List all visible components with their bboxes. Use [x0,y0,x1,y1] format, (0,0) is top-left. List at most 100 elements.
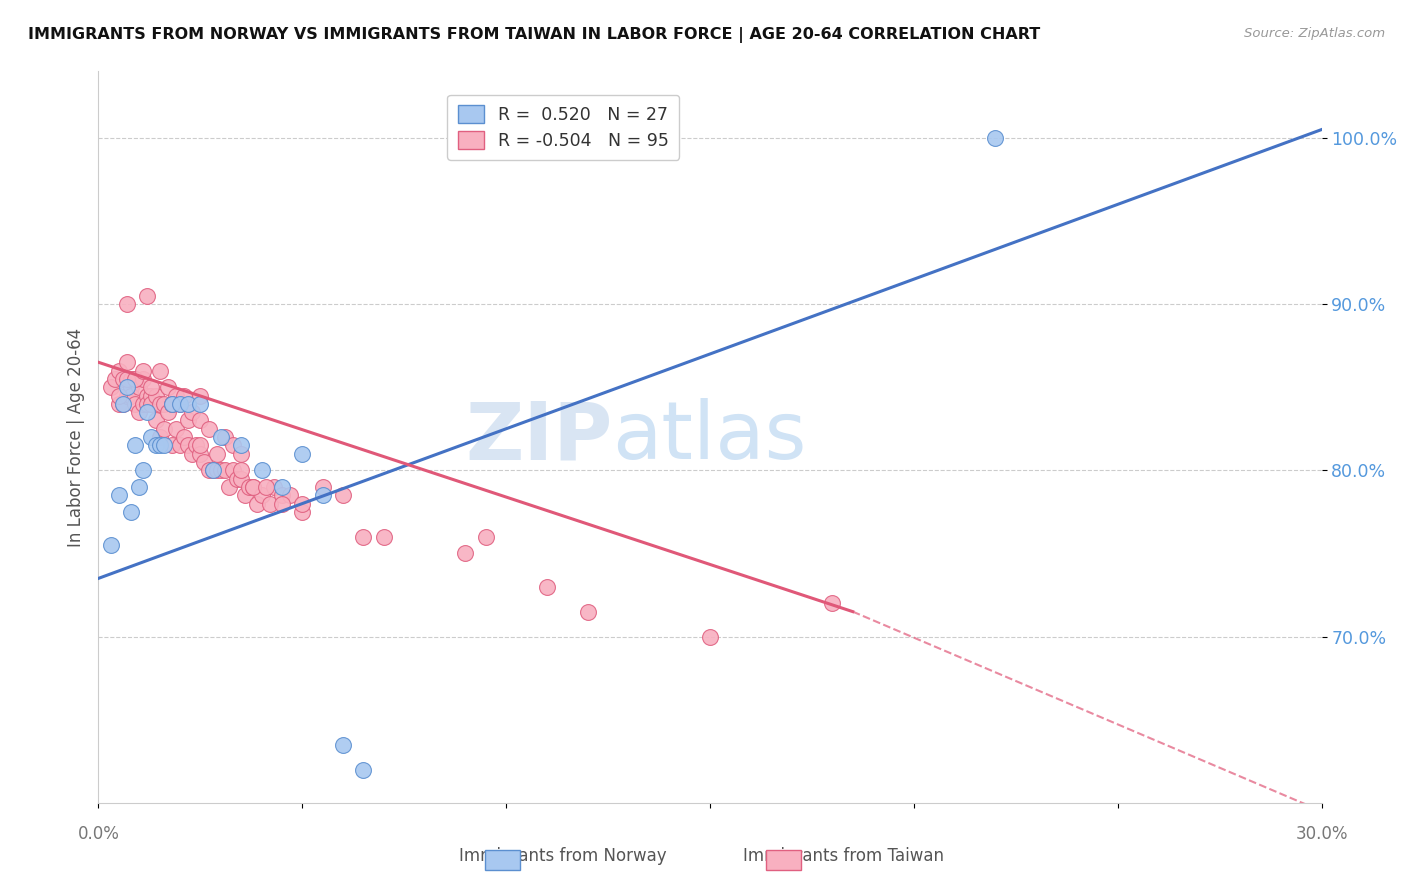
Point [165,388,187,402]
Point [108,363,131,377]
Legend: R =  0.520   N = 27, R = -0.504   N = 95: R = 0.520 N = 27, R = -0.504 N = 95 [447,95,679,160]
Point [141,430,163,444]
Point [263,480,285,494]
Point [149,430,172,444]
Point [177,413,200,427]
Point [250,463,273,477]
Point [124,372,146,386]
Text: 30.0%: 30.0% [1295,825,1348,843]
Point [233,488,256,502]
Point [115,388,138,402]
Point [160,397,183,411]
Point [188,388,212,402]
Point [124,372,146,386]
Point [156,380,179,394]
Point [270,480,294,494]
Point [111,397,134,411]
Point [141,388,163,402]
Point [111,372,134,386]
Point [291,505,314,519]
Point [132,363,155,377]
Point [291,497,314,511]
Point [222,463,245,477]
Point [181,405,204,419]
Point [104,372,127,386]
Point [169,438,191,452]
Point [226,472,249,486]
Point [332,488,354,502]
Point [270,488,294,502]
Point [177,397,200,411]
Point [214,463,236,477]
Point [242,480,264,494]
Point [169,397,191,411]
Point [152,397,174,411]
Point [100,538,122,552]
Text: ZIP: ZIP [465,398,612,476]
Point [209,463,232,477]
Point [188,397,212,411]
Point [124,438,146,452]
Point [115,380,138,394]
Point [128,380,150,394]
Text: Immigrants from Taiwan: Immigrants from Taiwan [744,847,943,865]
Point [821,596,844,610]
Point [136,388,159,402]
Point [115,372,138,386]
Y-axis label: In Labor Force | Age 20-64: In Labor Force | Age 20-64 [66,327,84,547]
Point [188,447,212,461]
Point [373,530,395,544]
Point [149,397,172,411]
Point [108,397,131,411]
Point [145,438,167,452]
Point [152,438,174,452]
Point [173,388,195,402]
Point [231,447,253,461]
Text: atlas: atlas [612,398,807,476]
Point [136,397,159,411]
Point [312,488,335,502]
Point [188,413,212,427]
Point [250,488,273,502]
Point [474,530,498,544]
Point [160,438,183,452]
Point [141,397,163,411]
Point [984,131,1007,145]
Point [312,480,335,494]
Point [222,438,245,452]
Point [218,480,240,494]
Point [197,463,219,477]
Point [177,438,200,452]
Point [188,438,212,452]
Point [205,463,228,477]
Point [197,422,219,436]
Point [699,630,721,644]
Point [128,405,150,419]
Point [270,497,294,511]
Point [332,738,354,752]
Point [100,380,122,394]
Point [352,763,374,777]
Point [576,605,599,619]
Point [165,422,187,436]
Point [115,297,138,311]
Point [160,397,183,411]
Point [214,430,236,444]
Point [156,405,179,419]
Point [242,480,264,494]
Point [291,447,314,461]
Text: Source: ZipAtlas.com: Source: ZipAtlas.com [1244,27,1385,40]
Point [115,355,138,369]
Point [238,480,260,494]
Point [128,480,150,494]
Point [152,422,174,436]
Point [186,438,208,452]
Point [132,372,155,386]
Point [201,463,224,477]
Point [120,372,142,386]
Text: IMMIGRANTS FROM NORWAY VS IMMIGRANTS FROM TAIWAN IN LABOR FORCE | AGE 20-64 CORR: IMMIGRANTS FROM NORWAY VS IMMIGRANTS FRO… [28,27,1040,43]
Point [120,388,142,402]
Point [120,505,142,519]
Point [454,546,477,560]
Point [132,463,155,477]
